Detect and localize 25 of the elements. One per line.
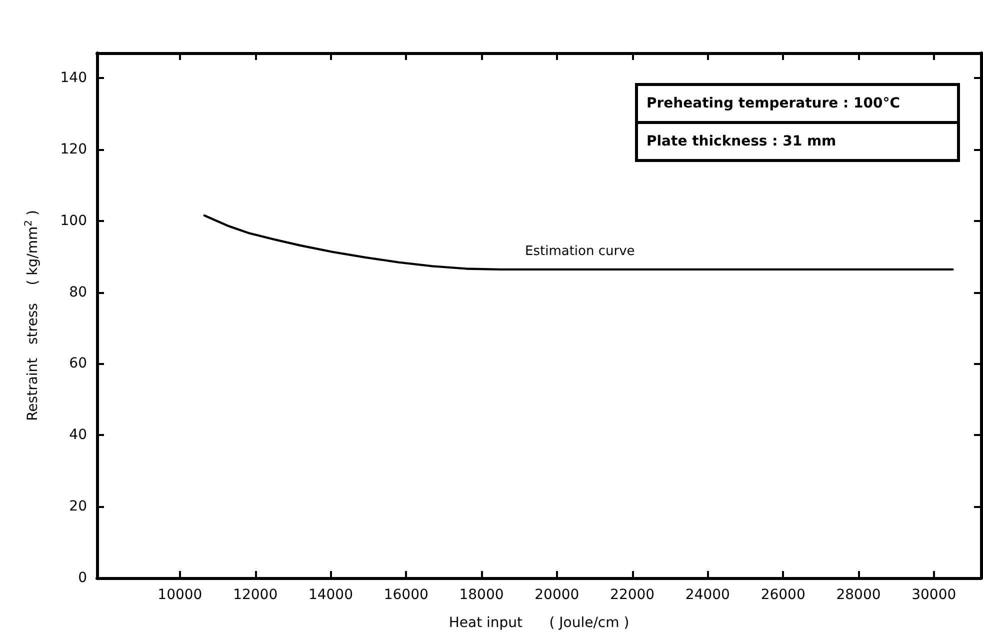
x-tick-label: 22000 (610, 587, 655, 603)
annotation: Estimation curve (525, 244, 635, 259)
y-tick-label: 140 (60, 70, 87, 86)
x-tick-label: 18000 (459, 587, 504, 603)
line-series (203, 214, 954, 271)
x-tick-label: 12000 (233, 587, 278, 603)
y-tick-label: 120 (60, 141, 87, 158)
x-tick-label: 16000 (384, 587, 428, 603)
y-tick-label: 100 (60, 212, 87, 229)
y-tick-label: 0 (78, 570, 87, 586)
y-tick-label: 60 (69, 356, 87, 372)
y-tick-label: 80 (69, 284, 87, 300)
x-tick-label: 20000 (534, 587, 580, 603)
y-axis-title: Restraint stress ( kg/mm2 ) (24, 210, 41, 421)
annotation: Plate thickness : 31 mm (646, 134, 836, 150)
x-tick-label: 24000 (685, 587, 730, 603)
x-tick-label: 28000 (836, 587, 881, 603)
x-tick-label: 10000 (158, 587, 202, 603)
y-tick-label: 20 (69, 498, 87, 515)
x-tick-label: 26000 (760, 587, 806, 603)
x-tick-label: 14000 (308, 587, 353, 603)
x-tick-label: 30000 (912, 587, 956, 603)
x-axis-title: Heat input ( Joule/cm ) (448, 615, 630, 631)
annotation: Preheating temperature : 100°C (646, 96, 900, 112)
y-tick-label: 40 (69, 427, 87, 444)
